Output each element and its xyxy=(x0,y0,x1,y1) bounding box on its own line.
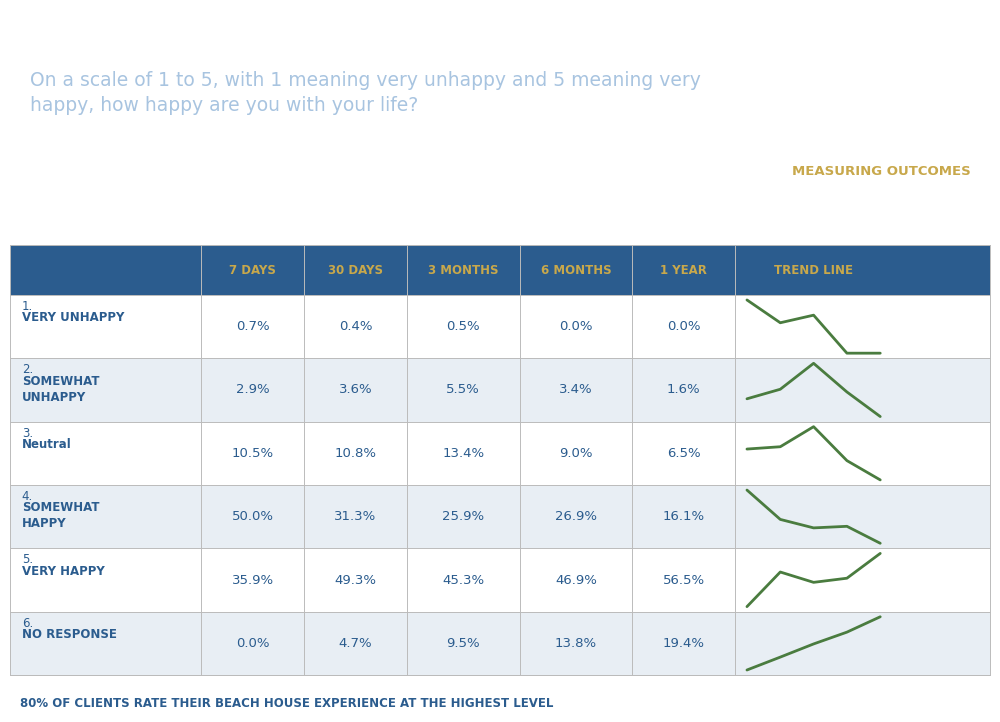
Text: 2.: 2. xyxy=(22,363,33,376)
Text: VERY HAPPY: VERY HAPPY xyxy=(22,565,105,578)
Text: 0.0%: 0.0% xyxy=(559,320,593,333)
Text: 13.4%: 13.4% xyxy=(442,447,484,460)
Bar xyxy=(10,612,990,675)
Text: 26.9%: 26.9% xyxy=(555,510,597,523)
Text: 5.: 5. xyxy=(22,554,33,567)
Text: 3 MONTHS: 3 MONTHS xyxy=(428,264,498,277)
Text: 31.3%: 31.3% xyxy=(334,510,377,523)
Text: 45.3%: 45.3% xyxy=(442,573,484,586)
Bar xyxy=(10,422,990,485)
Text: 1 YEAR: 1 YEAR xyxy=(660,264,707,277)
Text: 9.5%: 9.5% xyxy=(446,637,480,650)
Text: 25.9%: 25.9% xyxy=(442,510,484,523)
Text: 2.9%: 2.9% xyxy=(236,383,269,396)
Text: 0.7%: 0.7% xyxy=(236,320,269,333)
Text: SOMEWHAT
HAPPY: SOMEWHAT HAPPY xyxy=(22,501,99,530)
Text: 3.: 3. xyxy=(22,427,33,440)
Text: 0.0%: 0.0% xyxy=(667,320,700,333)
Text: VERY UNHAPPY: VERY UNHAPPY xyxy=(22,311,124,324)
Text: 9.0%: 9.0% xyxy=(559,447,593,460)
Text: 0.0%: 0.0% xyxy=(236,637,269,650)
Text: 4.7%: 4.7% xyxy=(339,637,372,650)
Text: SOMEWHAT
UNHAPPY: SOMEWHAT UNHAPPY xyxy=(22,375,99,404)
Text: 5.5%: 5.5% xyxy=(446,383,480,396)
Text: 13.8%: 13.8% xyxy=(555,637,597,650)
Text: TREND LINE: TREND LINE xyxy=(774,264,853,277)
Text: NO RESPONSE: NO RESPONSE xyxy=(22,628,117,641)
Bar xyxy=(10,548,990,612)
Text: 50.0%: 50.0% xyxy=(232,510,274,523)
Text: 1.6%: 1.6% xyxy=(667,383,701,396)
Text: 49.3%: 49.3% xyxy=(334,573,376,586)
Text: 6 MONTHS: 6 MONTHS xyxy=(541,264,611,277)
Text: 6.5%: 6.5% xyxy=(667,447,701,460)
Text: 35.9%: 35.9% xyxy=(231,573,274,586)
Text: 16.1%: 16.1% xyxy=(663,510,705,523)
Bar xyxy=(10,295,990,358)
Text: 0.5%: 0.5% xyxy=(446,320,480,333)
Text: 80% OF CLIENTS RATE THEIR BEACH HOUSE EXPERIENCE AT THE HIGHEST LEVEL: 80% OF CLIENTS RATE THEIR BEACH HOUSE EX… xyxy=(20,697,553,710)
Text: On a scale of 1 to 5, with 1 meaning very unhappy and 5 meaning very
happy, how : On a scale of 1 to 5, with 1 meaning ver… xyxy=(30,71,700,115)
Bar xyxy=(10,358,990,422)
Text: QUALITY OF LIFE: QUALITY OF LIFE xyxy=(30,19,392,53)
Text: Neutral: Neutral xyxy=(22,438,72,451)
Bar xyxy=(10,485,990,548)
Text: 3.6%: 3.6% xyxy=(339,383,372,396)
Bar xyxy=(10,245,990,295)
Text: 19.4%: 19.4% xyxy=(663,637,705,650)
Text: 56.5%: 56.5% xyxy=(663,573,705,586)
Text: 0.4%: 0.4% xyxy=(339,320,372,333)
Text: 1.: 1. xyxy=(22,300,33,313)
Text: 46.9%: 46.9% xyxy=(555,573,597,586)
Text: 10.5%: 10.5% xyxy=(231,447,274,460)
Text: 7 DAYS: 7 DAYS xyxy=(229,264,276,277)
Text: 10.8%: 10.8% xyxy=(334,447,376,460)
Text: 4.: 4. xyxy=(22,490,33,503)
Text: 30 DAYS: 30 DAYS xyxy=(328,264,383,277)
Text: 3.4%: 3.4% xyxy=(559,383,593,396)
Text: MEASURING OUTCOMES: MEASURING OUTCOMES xyxy=(792,165,970,178)
Text: 6.: 6. xyxy=(22,617,33,630)
